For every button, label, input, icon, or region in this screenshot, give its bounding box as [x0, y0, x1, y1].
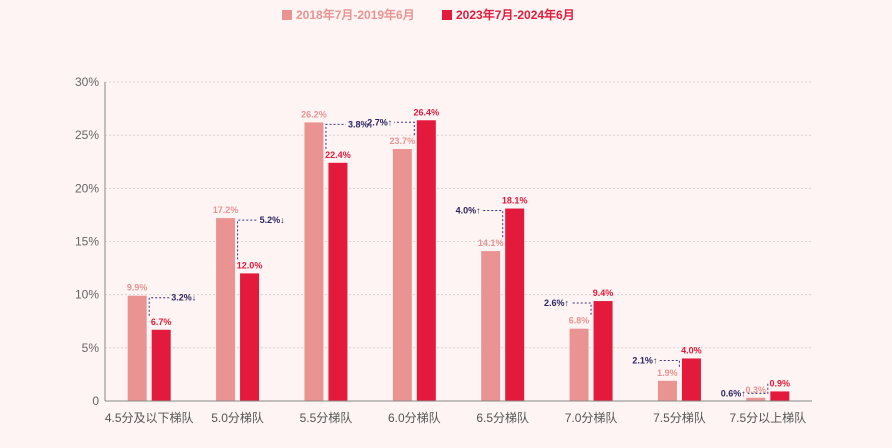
legend-swatch — [282, 10, 292, 20]
change-label: 4.0%↑ — [456, 206, 481, 216]
data-label-2018-2019: 26.2% — [301, 109, 327, 119]
data-label-2023-2024: 0.9% — [770, 378, 791, 388]
x-tick-label: 7.5分以上梯队 — [729, 410, 806, 425]
change-label: 0.6%↑ — [721, 388, 746, 398]
bar-2023-2024 — [505, 208, 525, 401]
bar-2018-2019 — [746, 397, 766, 401]
y-tick-label: 15% — [75, 235, 99, 249]
x-tick-label: 5.0分梯队 — [211, 410, 264, 425]
y-tick-label: 0 — [92, 394, 99, 408]
legend: 2018年7月-2019年6月 2023年7月-2024年6月 — [282, 7, 575, 22]
bar-2023-2024 — [240, 273, 260, 401]
x-tick-label: 6.5分梯队 — [476, 410, 529, 425]
x-tick-label: 5.5分梯队 — [300, 410, 353, 425]
bar-2018-2019 — [481, 251, 501, 401]
change-bracket — [237, 219, 258, 260]
bars: 9.9% 6.7% 17.2% 12.0% 26.2% 22.4% 23.7% 26.4% 14… — [127, 107, 790, 401]
data-label-2018-2019: 9.9% — [127, 283, 148, 293]
data-label-2018-2019: 17.2% — [213, 205, 239, 215]
y-tick-label: 30% — [75, 75, 99, 89]
y-axis: 0 5% 10% 15% 20% 25% 30% — [75, 75, 106, 408]
data-label-2023-2024: 4.0% — [681, 345, 702, 355]
change-bracket — [394, 121, 415, 135]
x-tick-label: 7.5分梯队 — [653, 410, 706, 425]
bar-2018-2019 — [657, 380, 677, 401]
bar-2023-2024 — [681, 358, 701, 401]
change-label: 2.6%↑ — [544, 298, 569, 308]
change-annotations: 3.2%↓ 5.2%↓ 3.8%↓2.7%↑ 4.0%↑ 2.6%↑ 2.1%↑ 0.6%↑ — [148, 117, 769, 398]
change-label: 2.7%↑ — [367, 117, 392, 127]
change-bracket — [325, 123, 346, 149]
data-label-2023-2024: 6.7% — [151, 317, 172, 327]
y-tick-label: 20% — [75, 181, 99, 195]
change-label: 5.2%↓ — [260, 215, 285, 225]
x-axis: 4.5分及以下梯队 5.0分梯队 5.5分梯队 6.0分梯队 6.5分梯队 7.0分梯队 7… — [105, 400, 812, 425]
bar-2023-2024 — [770, 391, 790, 401]
bar-2018-2019 — [392, 148, 412, 401]
y-tick-label: 25% — [75, 128, 99, 142]
x-tick-label: 6.0分梯队 — [388, 410, 441, 425]
data-label-2018-2019: 0.3% — [746, 385, 767, 395]
bar-2018-2019 — [127, 295, 147, 401]
x-tick-label: 7.0分梯队 — [565, 410, 618, 425]
change-bracket — [482, 210, 504, 238]
legend-label: 2018年7月-2019年6月 — [296, 7, 415, 22]
data-label-2018-2019: 1.9% — [657, 368, 678, 378]
bar-2018-2019 — [569, 328, 589, 401]
data-label-2018-2019: 6.8% — [569, 316, 590, 326]
change-label: 2.1%↑ — [632, 355, 657, 365]
bar-2018-2019 — [304, 122, 324, 401]
change-bracket — [659, 359, 680, 367]
y-tick-label: 10% — [75, 288, 99, 302]
change-label: 3.2%↓ — [171, 293, 196, 303]
data-label-2023-2024: 9.4% — [593, 288, 614, 298]
data-label-2023-2024: 18.1% — [502, 196, 528, 206]
bar-2018-2019 — [216, 218, 236, 401]
y-tick-label: 5% — [82, 341, 100, 355]
change-bracket — [148, 297, 170, 316]
legend-label: 2023年7月-2024年6月 — [456, 7, 575, 22]
x-tick-label: 4.5分及以下梯队 — [105, 410, 194, 425]
change-bracket — [571, 302, 592, 315]
change-bracket — [747, 383, 769, 394]
legend-swatch — [442, 10, 452, 20]
data-label-2018-2019: 23.7% — [390, 136, 416, 146]
bar-2023-2024 — [328, 162, 348, 401]
change-label: 3.8%↓ — [348, 119, 373, 129]
bar-2023-2024 — [593, 301, 613, 401]
bar-2023-2024 — [151, 329, 171, 401]
data-label-2023-2024: 26.4% — [414, 107, 440, 117]
data-label-2018-2019: 14.1% — [478, 238, 504, 248]
data-label-2023-2024: 12.0% — [237, 260, 263, 270]
bar-2023-2024 — [416, 120, 436, 401]
data-label-2023-2024: 22.4% — [325, 150, 351, 160]
